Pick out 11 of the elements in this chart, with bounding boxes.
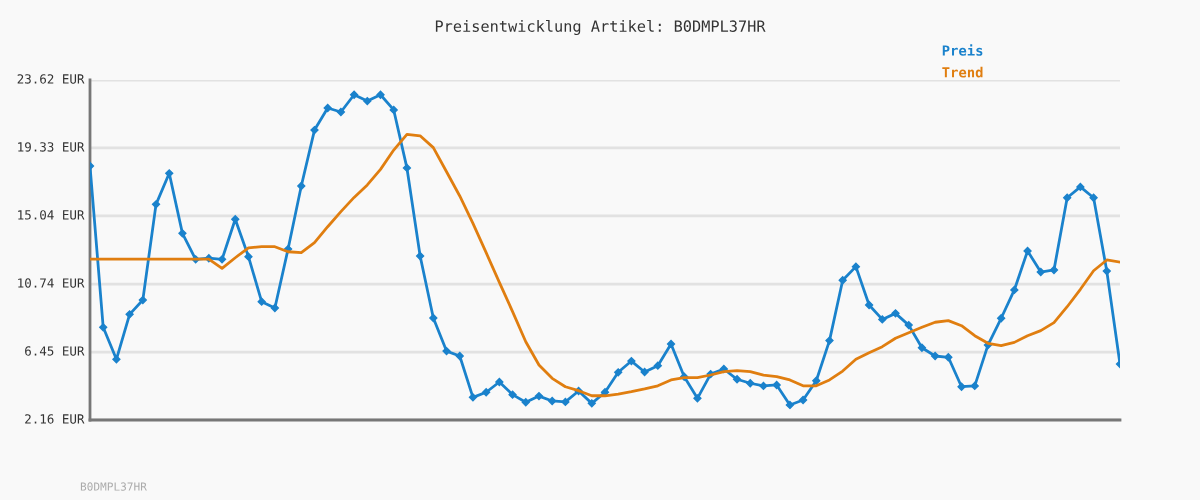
text: B0DMPL37HR — [80, 482, 147, 491]
line-series — [90, 132, 1120, 398]
text: Trend — [942, 66, 983, 78]
y-tick-label: 10.74 EUR — [18, 278, 85, 288]
chart-title: Preisentwicklung Artikel: B0DMPL37HR — [435, 20, 766, 35]
y-tick-label: 6.45 EUR — [25, 346, 85, 356]
y-tick-label: 15.04 EUR — [18, 210, 85, 220]
text: Preis — [942, 44, 983, 56]
y-tick-label: 2.16 EUR — [25, 414, 85, 424]
y-tick-label: 19.33 EUR — [18, 142, 85, 152]
y-tick-label: 23.62 EUR — [17, 74, 85, 84]
